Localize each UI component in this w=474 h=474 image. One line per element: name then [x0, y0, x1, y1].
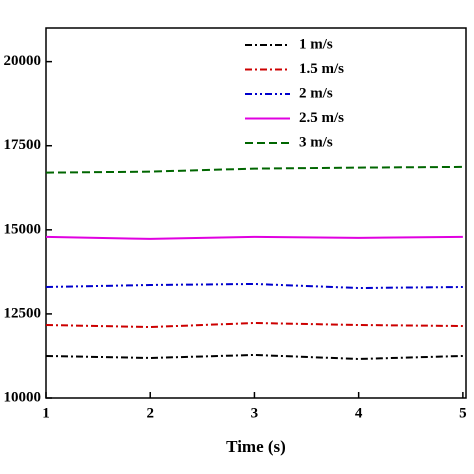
y-tick-label: 20000: [4, 53, 42, 69]
legend-label: 1 m/s: [299, 36, 333, 52]
x-tick-label: 2: [146, 405, 154, 421]
series-line: [45, 353, 463, 360]
series-line: [45, 165, 463, 174]
x-tick-label: 1: [42, 405, 50, 421]
legend-label: 2 m/s: [299, 85, 333, 101]
legend-label: 1.5 m/s: [299, 61, 344, 77]
legend-label: 2.5 m/s: [299, 110, 344, 126]
plot-frame: [45, 27, 467, 399]
y-tick-label: 10000: [4, 389, 42, 405]
y-tick-label: 17500: [4, 137, 42, 153]
y-tick-label: 15000: [4, 221, 42, 237]
x-tick-label: 5: [459, 405, 467, 421]
x-tick-label: 3: [251, 405, 259, 421]
x-tick-label: 4: [355, 405, 363, 421]
series-line: [45, 235, 463, 240]
x-axis-label: Time (s): [226, 437, 286, 456]
series-line: [45, 282, 463, 290]
legend-label: 3 m/s: [299, 134, 333, 150]
y-tick-label: 12500: [4, 305, 42, 321]
series-line: [45, 321, 463, 329]
